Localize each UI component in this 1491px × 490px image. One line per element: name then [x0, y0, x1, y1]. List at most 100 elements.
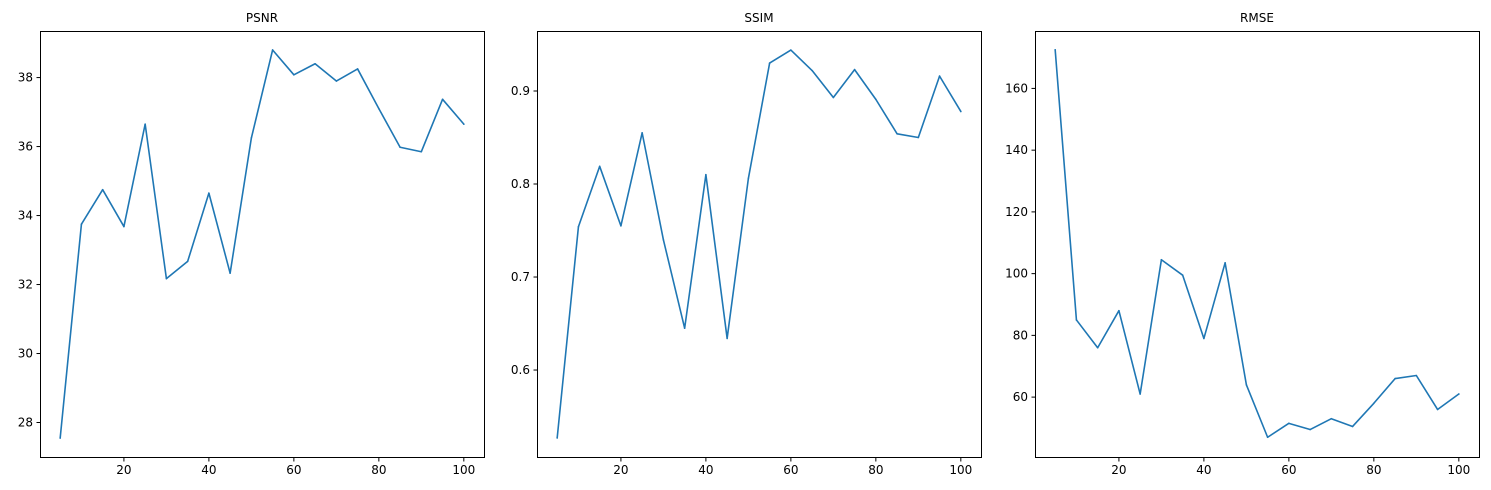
data-point	[1373, 402, 1375, 405]
data-point	[747, 177, 750, 180]
data-point	[768, 62, 771, 64]
x-tick-label: 60	[1281, 463, 1296, 477]
data-point	[1054, 49, 1056, 51]
y-tick-label: 80	[1013, 328, 1028, 342]
data-point	[1330, 417, 1333, 420]
data-point	[293, 74, 295, 76]
y-tick-label: 32	[18, 278, 33, 292]
data-point	[1203, 337, 1205, 340]
y-tick-label: 60	[1013, 390, 1028, 404]
data-point	[556, 437, 558, 439]
data-point	[832, 96, 835, 99]
series-line	[59, 49, 465, 439]
data-point	[59, 437, 61, 439]
data-point	[314, 62, 316, 65]
data-point	[144, 123, 146, 125]
data-point	[875, 98, 877, 101]
data-point	[896, 132, 898, 135]
data-point	[80, 223, 83, 225]
data-point	[123, 225, 125, 228]
chart-panel-ssim: SSIM 20 40 60 80 100 0.6 0.7 0.8 0.9	[511, 11, 982, 477]
x-tick-label: 80	[371, 463, 386, 477]
data-point	[917, 136, 920, 139]
y-tick-label: 160	[1005, 81, 1028, 95]
data-point	[1266, 436, 1269, 439]
data-point	[399, 146, 401, 149]
data-point	[960, 110, 962, 113]
axes-frame	[537, 31, 982, 458]
chart-panel-rmse: RMSE 20 40 60 80 100 60 80 100 120 140 160	[1005, 11, 1480, 477]
data-point	[1118, 309, 1120, 312]
data-point	[577, 225, 580, 228]
data-point	[356, 68, 359, 70]
x-tick-label: 100	[1447, 463, 1470, 477]
data-point	[1309, 428, 1311, 431]
axes-frame	[1035, 31, 1480, 458]
data-point	[250, 137, 253, 139]
data-point	[1096, 346, 1099, 349]
data-point	[463, 123, 465, 125]
data-point	[1245, 383, 1248, 386]
y-tick-label: 0.6	[511, 363, 530, 377]
data-point	[938, 75, 941, 77]
data-point	[853, 68, 856, 71]
data-point	[1160, 258, 1163, 261]
y-tick-label: 38	[18, 71, 33, 85]
y-tick-label: 34	[18, 209, 33, 223]
data-point	[335, 80, 338, 82]
x-tick-label: 80	[868, 463, 883, 477]
data-point	[683, 327, 686, 329]
data-point	[811, 69, 813, 72]
chart-title: SSIM	[744, 11, 773, 25]
data-point	[1436, 408, 1439, 411]
data-point	[208, 192, 210, 194]
series-line	[1054, 49, 1460, 439]
data-point	[378, 107, 380, 110]
y-tick-label: 0.9	[511, 84, 530, 98]
data-point	[420, 150, 423, 153]
x-tick-label: 20	[116, 463, 131, 477]
x-tick-label: 20	[613, 463, 628, 477]
y-tick-label: 36	[18, 140, 33, 154]
data-point	[790, 49, 792, 51]
x-tick-label: 40	[698, 463, 713, 477]
x-tick-label: 80	[1366, 463, 1381, 477]
x-tick-label: 40	[1196, 463, 1211, 477]
y-tick-label: 0.8	[511, 177, 530, 191]
y-tick-label: 28	[18, 416, 33, 430]
data-point	[101, 188, 104, 191]
data-point	[1288, 422, 1290, 425]
data-point	[1075, 319, 1078, 321]
data-point	[271, 49, 274, 51]
data-point	[620, 225, 622, 227]
y-tick-label: 100	[1005, 267, 1028, 281]
axes-frame	[40, 31, 485, 458]
y-tick-label: 0.7	[511, 270, 530, 284]
data-point	[1394, 377, 1396, 380]
x-tick-label: 100	[949, 463, 972, 477]
x-tick-label: 20	[1111, 463, 1126, 477]
chart-title: PSNR	[246, 11, 278, 25]
data-point	[1181, 274, 1184, 276]
x-tick-label: 40	[201, 463, 216, 477]
data-point	[598, 165, 601, 168]
data-point	[1458, 393, 1460, 395]
x-tick-label: 60	[783, 463, 798, 477]
data-point	[641, 132, 643, 134]
chart-title: RMSE	[1240, 11, 1274, 25]
data-point	[726, 337, 728, 340]
chart-panel-psnr: PSNR 20 40 60 80 100 28 30 32 34 36 38	[18, 11, 485, 477]
data-point	[186, 260, 189, 263]
data-point	[165, 277, 168, 280]
data-point	[705, 173, 707, 176]
data-point	[1351, 425, 1354, 428]
y-tick-label: 140	[1005, 143, 1028, 157]
series-line	[556, 49, 962, 439]
data-point	[441, 98, 444, 101]
data-point	[1224, 262, 1226, 264]
y-tick-label: 30	[18, 347, 33, 361]
data-point	[1139, 393, 1141, 395]
data-point	[1415, 374, 1418, 377]
